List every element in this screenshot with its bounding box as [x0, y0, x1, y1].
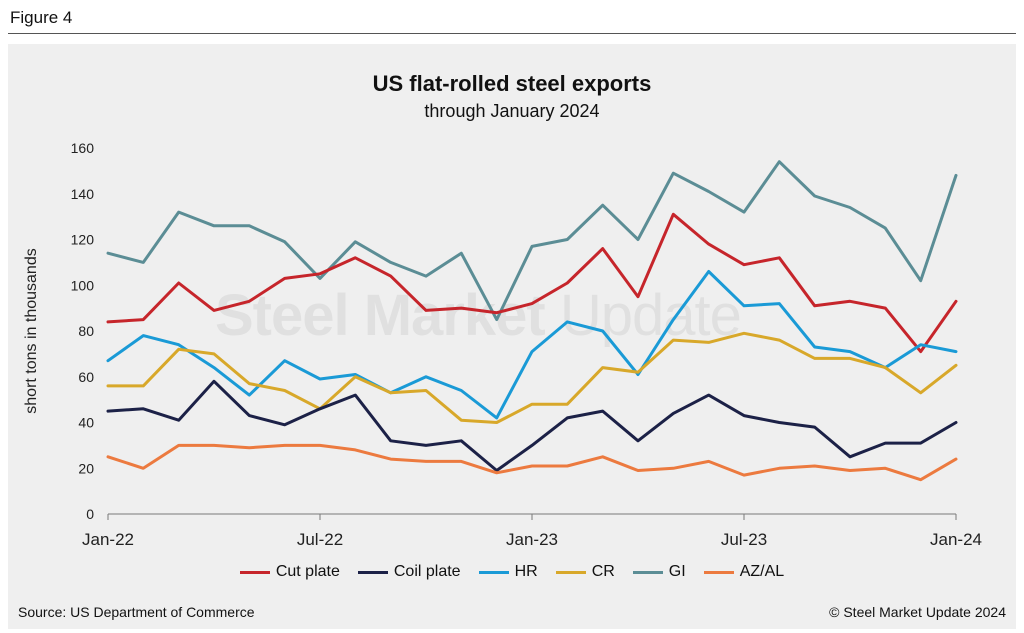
legend-swatch — [357, 570, 388, 574]
y-tick-label: 160 — [71, 140, 95, 156]
legend-item: AZ/AL — [703, 563, 785, 581]
y-tick-label: 140 — [71, 186, 95, 202]
legend-label: Cut plate — [275, 563, 340, 580]
legend-swatch — [239, 570, 270, 574]
figure-divider — [8, 33, 1016, 34]
series-line-coil-plate — [106, 379, 958, 472]
x-tick-label: Jan-24 — [930, 530, 982, 549]
figure-label: Figure 4 — [10, 8, 73, 27]
legend-label: Coil plate — [393, 563, 461, 580]
y-tick-label: 60 — [78, 369, 94, 385]
legend-label: HR — [514, 563, 538, 580]
x-tick-label: Jul-22 — [297, 530, 343, 549]
series-line-cr — [106, 331, 958, 424]
series-line-cut-plate — [106, 212, 958, 354]
series-line-az-al — [106, 443, 958, 482]
chart-title: US flat-rolled steel exports — [372, 71, 652, 96]
y-axis-label: short tons in thousands — [23, 248, 40, 413]
chart-panel — [8, 44, 1016, 629]
x-tick-label: Jul-23 — [721, 530, 767, 549]
y-tick-label: 80 — [78, 323, 94, 339]
y-tick-label: 120 — [71, 232, 95, 248]
source-note: Source: US Department of Commerce — [18, 604, 255, 620]
legend-swatch — [478, 570, 509, 574]
y-tick-label: 100 — [71, 277, 95, 293]
series-lines — [106, 160, 958, 482]
legend-item: CR — [555, 563, 615, 581]
legend-label: CR — [591, 563, 615, 580]
legend-swatch — [703, 570, 734, 574]
legend-item: GI — [632, 563, 686, 581]
legend-label: AZ/AL — [739, 563, 785, 580]
legend-item: Cut plate — [239, 563, 340, 581]
legend-swatch — [632, 570, 663, 574]
watermark-strong: Steel Market — [215, 283, 546, 348]
y-tick-label: 20 — [78, 460, 94, 476]
legend-label: GI — [668, 563, 686, 580]
y-tick-label: 0 — [86, 506, 94, 522]
legend-swatch — [555, 570, 586, 574]
axes: 0 20 40 60 80 100 120 140 160 Jan-22 Jul-22 Jan-23 J… — [23, 140, 982, 549]
legend-item: HR — [478, 563, 538, 581]
watermark-logo: Steel Market Update — [215, 282, 742, 349]
x-tick-label: Jan-22 — [82, 530, 134, 549]
chart-legend: Cut plate Coil plate HR CR GI AZ/AL — [0, 563, 1024, 581]
chart-subtitle: through January 2024 — [424, 101, 600, 121]
copyright-note: © Steel Market Update 2024 — [829, 604, 1006, 620]
legend-item: Coil plate — [357, 563, 461, 581]
series-line-gi — [106, 160, 958, 322]
y-tick-label: 40 — [78, 415, 94, 431]
series-line-hr — [106, 270, 958, 420]
watermark-light: Update — [559, 283, 742, 348]
x-tick-label: Jan-23 — [506, 530, 558, 549]
